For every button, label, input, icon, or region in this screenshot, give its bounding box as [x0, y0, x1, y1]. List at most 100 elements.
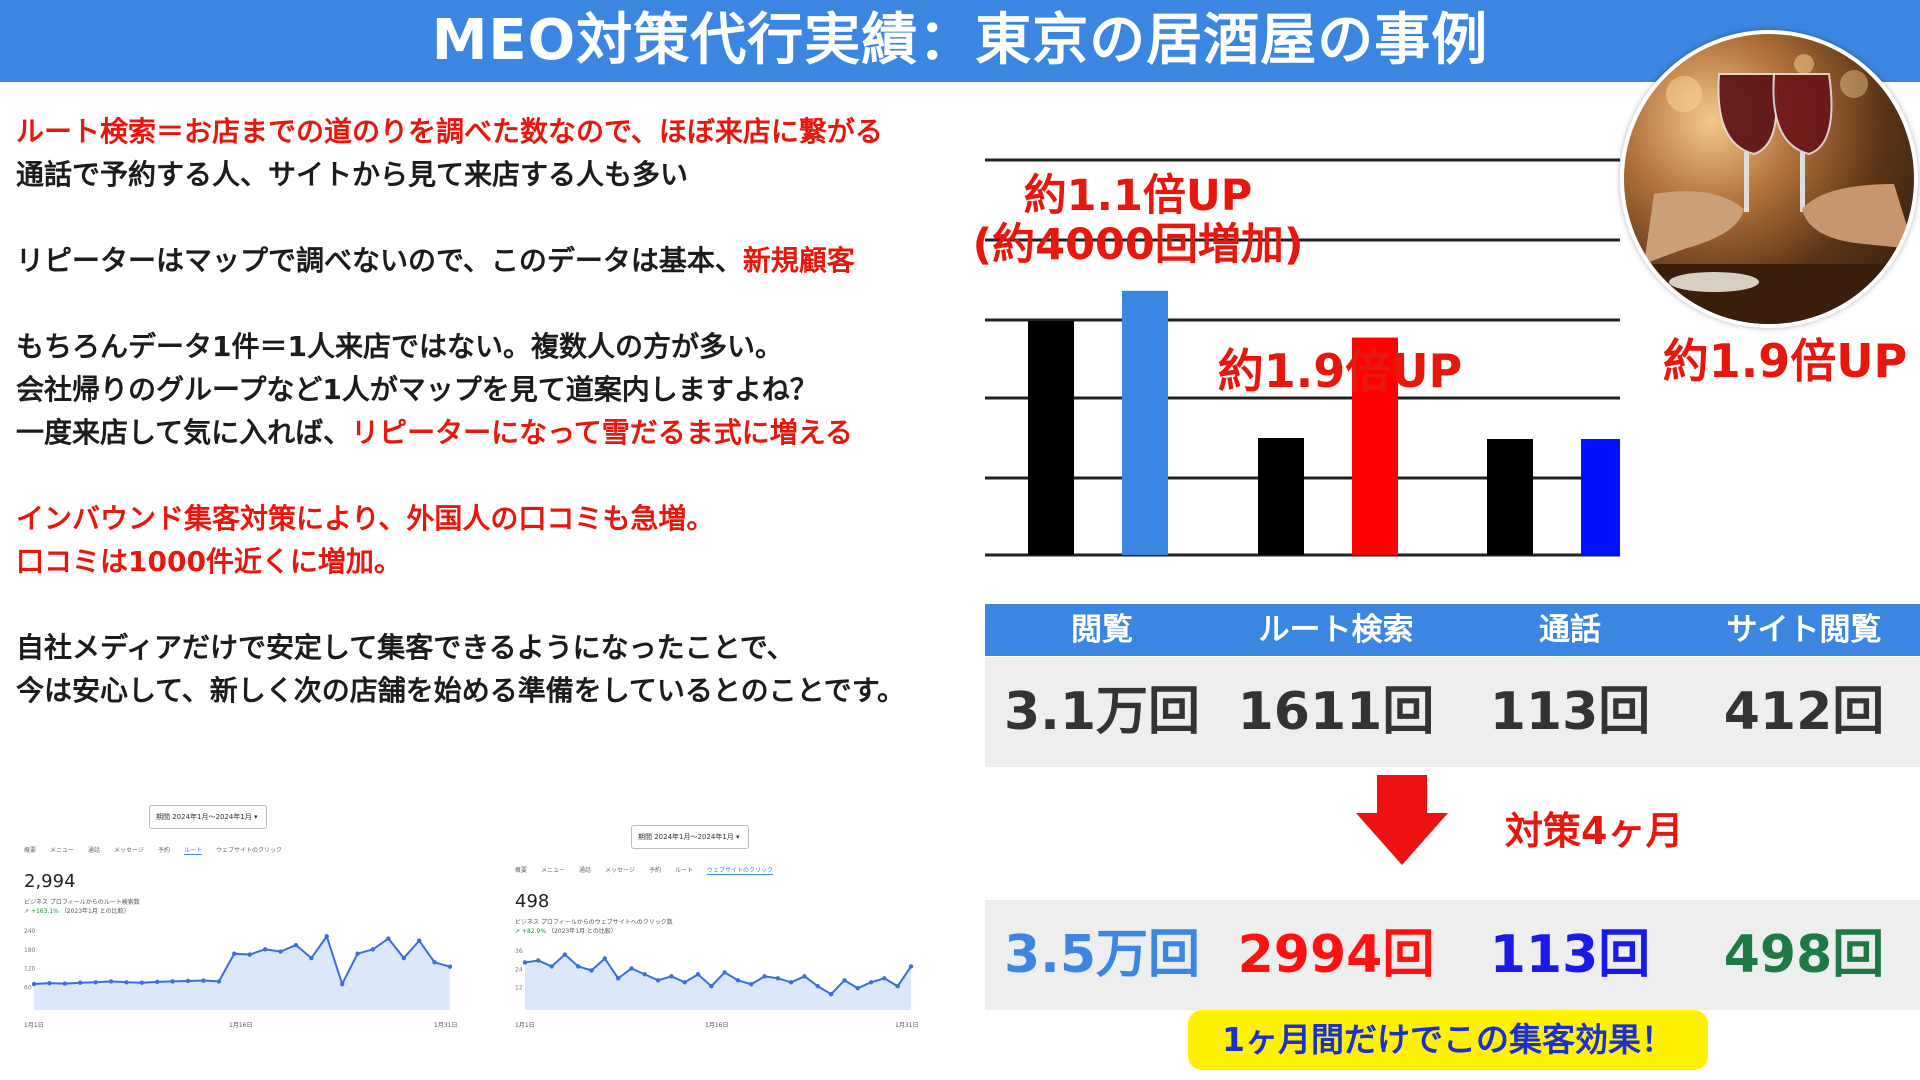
trend-point [709, 984, 714, 989]
trend-point [262, 947, 268, 952]
trend-area [34, 936, 450, 1010]
trend-point [522, 960, 528, 965]
title-banner: MEO対策代行実績：東京の居酒屋の事例 [0, 0, 1920, 82]
after-route-search: 2994回 [1237, 925, 1435, 985]
trend-point [735, 978, 741, 983]
y-tick-label: 240 [24, 928, 36, 935]
trend-point [247, 952, 252, 957]
x-tick-label: 1月1日 [24, 1022, 44, 1029]
trend-point [62, 981, 68, 986]
trend-point [170, 979, 175, 984]
header-views: 閲覧 [1071, 612, 1133, 648]
metric-tab: メニュー [50, 847, 75, 854]
date-range-select: 期間 2024年1月～2024年1月 ▾ [149, 805, 267, 829]
trend-point [386, 936, 391, 941]
text-line: 通話で予約する人、サイトから見て来店する人も多い [16, 153, 966, 196]
comparison-bar-chart [985, 158, 1620, 557]
y-tick-label: 60 [24, 984, 32, 991]
text-line-body: 今は安心して、新しく次の店舗を始める準備をしているとのことです。 [16, 674, 906, 707]
text-line: もちろんデータ1件＝1人来店ではない。複数人の方が多い。 [16, 325, 966, 368]
trend-point [416, 938, 422, 943]
after-site-views: 498回 [1723, 925, 1885, 985]
after-views: 3.5万回 [1003, 925, 1201, 985]
text-line: 一度来店して気に入れば、リピーターになって雪だるま式に増える [16, 411, 966, 454]
metric-tab: メッセージ [114, 847, 144, 854]
before-calls: 113回 [1489, 682, 1651, 742]
metric-tabs: 概要 メニュー 通話 メッセージ 予約 ルート ウェブサイトのクリック [24, 845, 282, 855]
metric-tab: ルート [183, 847, 202, 855]
bar-before [1258, 438, 1304, 555]
text-line-body: 会社帰りのグループなど1人がマップを見て道案内しますよね？ [16, 373, 818, 406]
trend-point [789, 980, 794, 985]
trend-point [602, 956, 608, 961]
x-tick-label: 1月31日 [895, 1022, 919, 1029]
trend-point [842, 978, 847, 983]
trend-point [432, 960, 437, 965]
metric-tab: 概要 [24, 847, 37, 854]
trend-line-chart: 240 180 120 60 [24, 928, 453, 1010]
bar-after [1581, 439, 1620, 555]
metric-tab: ルート [674, 867, 693, 874]
after-calls: 113回 [1489, 925, 1651, 985]
trend-point [895, 984, 900, 989]
text-line: 口コミは1000件近くに増加。 [16, 540, 966, 583]
bar-before [1028, 321, 1074, 555]
before-site-views: 412回 [1723, 682, 1885, 742]
trend-line-chart: 36 24 12 [515, 948, 914, 1010]
header-calls: 通話 [1539, 612, 1601, 648]
header-site-views: サイト閲覧 [1726, 612, 1882, 648]
trend-point [815, 984, 821, 989]
trend-point [682, 980, 687, 985]
trend-point [855, 986, 860, 991]
trend-point [355, 951, 360, 956]
text-line: 今は安心して、新しく次の店舗を始める準備をしているとのことです。 [16, 669, 966, 712]
trend-point [139, 980, 145, 985]
metric-tab: ウェブサイトのクリック [215, 847, 282, 854]
metric-tab: メッセージ [605, 867, 635, 874]
metric-tab: 概要 [515, 867, 528, 874]
trend-point [802, 974, 807, 979]
text-line: 会社帰りのグループなど1人がマップを見て道案内しますよね？ [16, 368, 966, 411]
trend-point [749, 982, 754, 987]
metric-tab: 通話 [579, 867, 592, 874]
trend-point [629, 966, 634, 971]
y-tick-label: 36 [515, 948, 523, 955]
trend-point [562, 952, 568, 957]
trend-point [882, 976, 887, 981]
measure-period-label: 対策4ヶ月 [1505, 809, 1684, 853]
metric-tab: 予約 [157, 847, 170, 854]
increase-label: 約1.9倍UP [1217, 344, 1463, 398]
trend-point [293, 942, 299, 948]
description-text: ルート検索＝お店までの道のりを調べた数なので、ほぼ来店に繋がる 通話で予約する人、… [16, 110, 966, 712]
bar-before [1487, 439, 1533, 555]
text-line-body: 口コミは1000件近くに増加。 [16, 545, 402, 578]
trend-point [155, 979, 160, 985]
trend-point [868, 980, 874, 985]
date-range-select: 期間 2024年1月～2024年1月 ▾ [631, 825, 749, 849]
trend-point [108, 979, 114, 984]
trend-point [232, 951, 237, 956]
metrics-before-row: 3.1万回 1611回 113回 412回 [985, 657, 1920, 767]
trend-point [576, 964, 581, 969]
before-route-search: 1611回 [1237, 682, 1435, 742]
text-line-body: リピーターはマップで調べないので、このデータは基本、 [16, 244, 743, 277]
trend-point [775, 976, 781, 981]
y-tick-label: 180 [24, 947, 36, 954]
trend-point [185, 978, 191, 984]
x-tick-label: 1月16日 [705, 1022, 729, 1029]
trend-point [370, 947, 376, 952]
metrics-after-row: 3.5万回 2994回 113回 498回 [985, 900, 1920, 1010]
trend-point [655, 978, 661, 983]
increase-label: 約1.1倍UP (約4000回増加) [972, 171, 1304, 270]
text-line: ルート検索＝お店までの道のりを調べた数なので、ほぼ来店に繋がる [16, 110, 966, 153]
trend-point [642, 972, 647, 977]
bar-after [1352, 337, 1398, 555]
trend-line [33, 934, 451, 987]
trend-area [525, 954, 911, 1010]
trend-point [324, 934, 329, 939]
trend-point [828, 991, 834, 997]
trend-point [309, 955, 314, 961]
metrics-header: 閲覧 ルート検索 通話 サイト閲覧 [985, 604, 1920, 656]
metric-tabs: 概要 メニュー 通話 メッセージ 予約 ルート ウェブサイトのクリック [515, 865, 773, 875]
trend-point [201, 978, 206, 983]
